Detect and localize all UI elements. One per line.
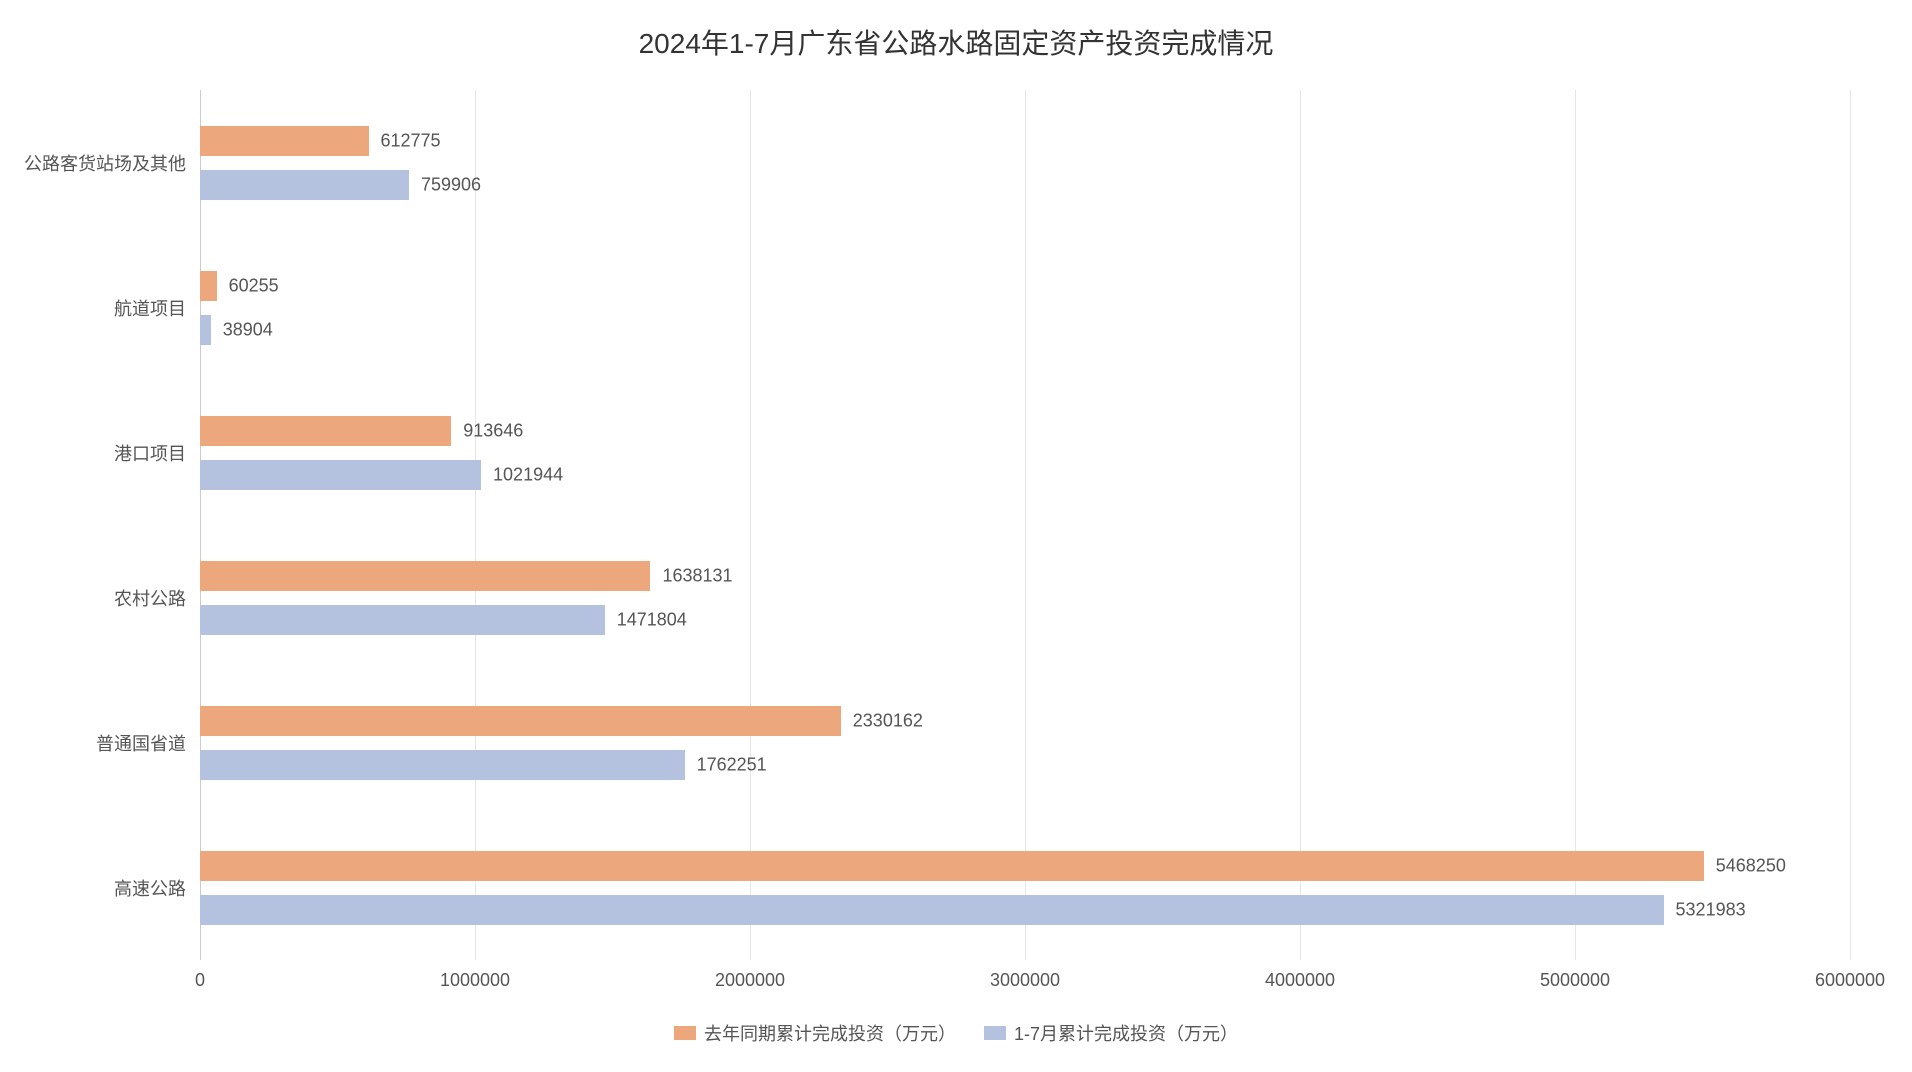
bar: 5321983 [200, 895, 1664, 925]
bar-value-label: 759906 [409, 174, 481, 195]
x-tick-label: 6000000 [1815, 960, 1885, 991]
chart-container: 2024年1-7月广东省公路水路固定资产投资完成情况 0100000020000… [0, 0, 1912, 1072]
y-tick-label: 普通国省道 [96, 730, 200, 756]
legend: 去年同期累计完成投资（万元） 1-7月累计完成投资（万元） [0, 1020, 1912, 1046]
x-tick-label: 5000000 [1540, 960, 1610, 991]
x-tick-label: 2000000 [715, 960, 785, 991]
bar: 1471804 [200, 605, 605, 635]
bar: 5468250 [200, 851, 1704, 881]
legend-swatch [674, 1026, 696, 1040]
bar-value-label: 2330162 [841, 710, 923, 731]
grid-line [1300, 90, 1301, 960]
chart-title: 2024年1-7月广东省公路水路固定资产投资完成情况 [0, 22, 1912, 62]
bar-value-label: 1021944 [481, 464, 563, 485]
grid-line [750, 90, 751, 960]
y-tick-label: 港口项目 [114, 440, 200, 466]
bar: 759906 [200, 170, 409, 200]
bar-value-label: 38904 [211, 319, 273, 340]
x-tick-label: 4000000 [1265, 960, 1335, 991]
bar-value-label: 1471804 [605, 609, 687, 630]
y-tick-label: 公路客货站场及其他 [24, 150, 200, 176]
bar-value-label: 612775 [369, 130, 441, 151]
bar-value-label: 913646 [451, 420, 523, 441]
bar: 1021944 [200, 460, 481, 490]
bar: 612775 [200, 126, 369, 156]
legend-item: 去年同期累计完成投资（万元） [674, 1020, 956, 1046]
bar-value-label: 5321983 [1664, 899, 1746, 920]
grid-line [1575, 90, 1576, 960]
y-tick-label: 农村公路 [114, 585, 200, 611]
bar: 1638131 [200, 561, 650, 591]
y-tick-label: 航道项目 [114, 295, 200, 321]
bar-value-label: 1762251 [685, 754, 767, 775]
bar-value-label: 5468250 [1704, 855, 1786, 876]
legend-item: 1-7月累计完成投资（万元） [984, 1020, 1238, 1046]
grid-line [200, 90, 201, 960]
x-tick-label: 3000000 [990, 960, 1060, 991]
y-tick-label: 高速公路 [114, 875, 200, 901]
legend-label: 1-7月累计完成投资（万元） [1014, 1020, 1238, 1046]
grid-line [1025, 90, 1026, 960]
bar: 913646 [200, 416, 451, 446]
bar: 60255 [200, 271, 217, 301]
bar: 38904 [200, 315, 211, 345]
plot-area: 0100000020000003000000400000050000006000… [200, 90, 1850, 960]
bar: 2330162 [200, 706, 841, 736]
x-tick-label: 1000000 [440, 960, 510, 991]
bar: 1762251 [200, 750, 685, 780]
grid-line [1850, 90, 1851, 960]
legend-label: 去年同期累计完成投资（万元） [704, 1020, 956, 1046]
bar-value-label: 60255 [217, 275, 279, 296]
bar-value-label: 1638131 [650, 565, 732, 586]
x-tick-label: 0 [195, 960, 205, 991]
grid-line [475, 90, 476, 960]
legend-swatch [984, 1026, 1006, 1040]
